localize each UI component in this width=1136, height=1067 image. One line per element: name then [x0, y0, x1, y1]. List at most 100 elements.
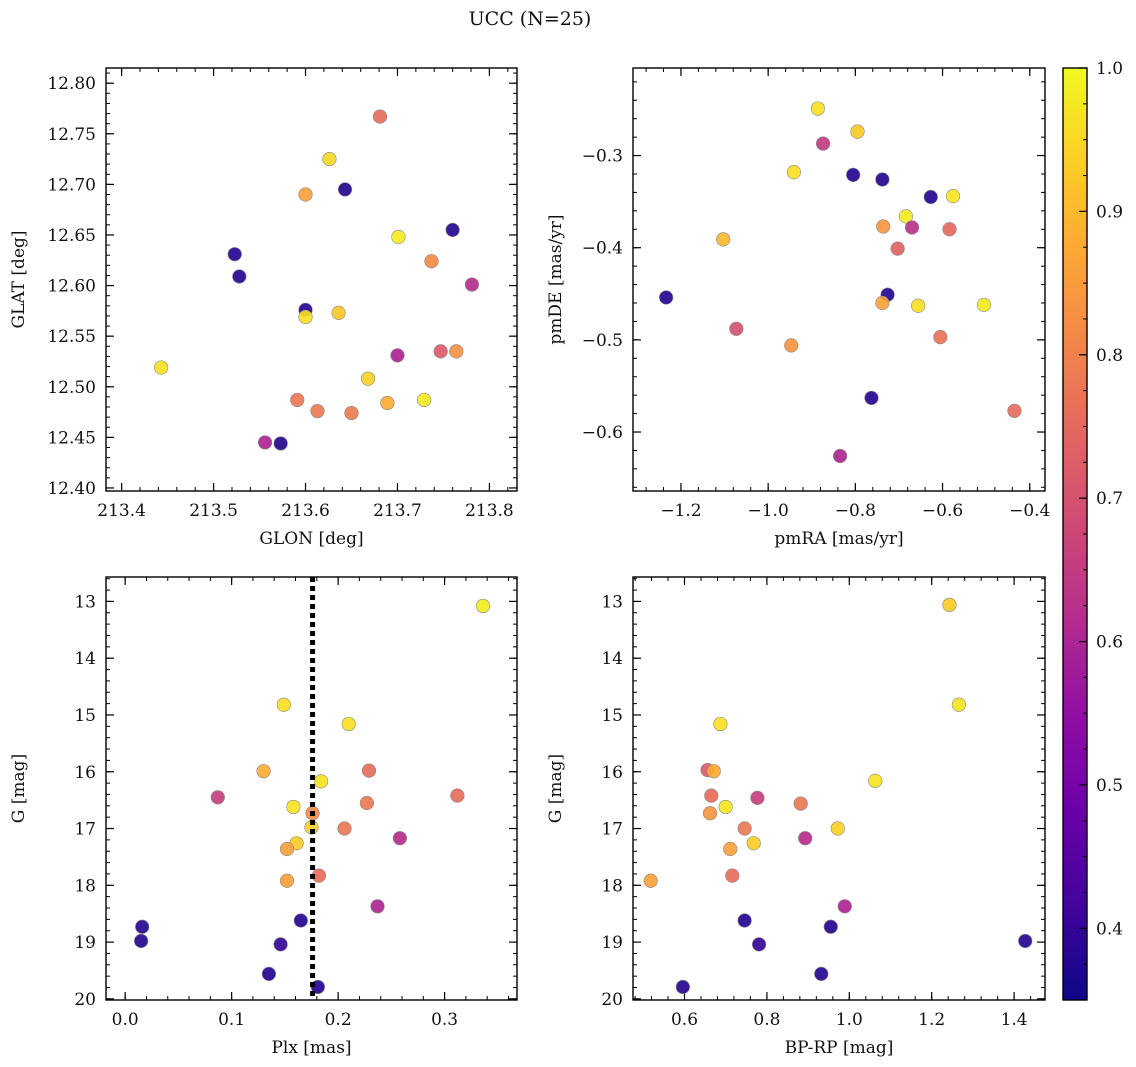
axes-frame	[105, 576, 518, 1001]
y-tick-label: 17	[601, 820, 623, 840]
scatter-point	[331, 305, 346, 320]
scatter-point	[433, 344, 448, 359]
y-axis-label: pmDE [mas/yr]	[546, 214, 566, 344]
y-tick-label: 12.80	[47, 74, 96, 94]
x-tick-label: 213.6	[281, 501, 330, 521]
scatter-points	[154, 109, 480, 451]
scatter-point	[659, 290, 674, 305]
scatter-point	[718, 799, 733, 815]
scatter-point	[450, 788, 465, 803]
scatter-point	[298, 187, 313, 202]
scatter-point	[868, 773, 883, 788]
scatter-point	[729, 321, 744, 336]
y-tick-label: 18	[601, 876, 623, 896]
scatter-point	[864, 390, 879, 406]
scatter-point	[361, 763, 377, 778]
scatter-points	[643, 597, 1033, 995]
scatter-point	[890, 241, 905, 256]
y-tick-label: 12.75	[47, 125, 96, 145]
colorbar-tick-label: 0.7	[1096, 489, 1123, 509]
y-tick-label: 13	[74, 592, 96, 612]
y-tick-label: 19	[601, 933, 623, 953]
scatter-point	[257, 435, 273, 450]
scatter-point	[942, 597, 957, 612]
scatter-point	[341, 716, 356, 732]
colorbar-tick-label: 0.5	[1096, 776, 1123, 796]
scatter-point	[298, 309, 313, 325]
scatter-point	[464, 277, 480, 292]
scatter-point	[786, 165, 801, 180]
scatter-point	[286, 799, 301, 815]
panel-top-left: 213.4 213.5 213.6 213.7 213.8 12.40 12.45 12.50…	[9, 67, 518, 549]
scatter-point	[643, 873, 658, 888]
scatter-point	[134, 933, 149, 949]
colorbar-tick-label: 0.6	[1096, 633, 1123, 653]
scatter-point	[359, 795, 374, 811]
scatter-point	[344, 405, 359, 421]
scatter-point	[313, 774, 329, 789]
scatter-point	[904, 220, 920, 235]
scatter-point	[273, 436, 288, 451]
y-tick-label: 19	[74, 933, 96, 953]
colorbar-tick-label: 1.0	[1096, 59, 1123, 79]
x-tick-label: 0.0	[112, 1010, 139, 1030]
scatter-point	[370, 899, 385, 914]
scatter-point	[875, 172, 890, 187]
y-tick-label: 14	[74, 649, 96, 669]
scatter-point	[261, 966, 277, 981]
figure-title: UCC (N=25)	[468, 8, 592, 30]
x-tick-label: 0.3	[431, 1010, 458, 1030]
scatter-point	[449, 344, 464, 359]
x-tick-label: −1.2	[660, 501, 701, 521]
scatter-point	[942, 222, 957, 237]
scatter-point	[750, 790, 765, 805]
scatter-point	[837, 899, 852, 914]
x-tick-label: −0.6	[922, 501, 963, 521]
scatter-point	[475, 598, 491, 614]
y-axis-label: G [mag]	[9, 754, 29, 823]
scatter-point	[704, 788, 719, 803]
scatter-point	[823, 919, 838, 934]
y-tick-label: 12.60	[47, 277, 96, 297]
x-tick-label: 213.5	[189, 501, 238, 521]
scatter-point	[417, 392, 432, 408]
scatter-point	[933, 329, 948, 345]
minor-ticks	[633, 577, 1045, 1000]
y-tick-label: 16	[601, 763, 623, 783]
scatter-point	[232, 269, 247, 284]
scatter-point	[391, 229, 406, 245]
panel-bottom-right: 0.6 0.8 1.0 1.2 1.4 13 14 15 16 17 18 19 20 BP-RP [ma…	[546, 576, 1046, 1058]
y-tick-label: 12.55	[47, 327, 96, 347]
x-axis-label: pmRA [mas/yr]	[774, 529, 903, 549]
x-tick-label: 1.4	[1001, 1010, 1028, 1030]
x-tick-label: 0.8	[753, 1010, 780, 1030]
scatter-point	[723, 841, 738, 857]
y-tick-label: 16	[74, 763, 96, 783]
y-tick-label: 14	[601, 649, 623, 669]
scatter-point	[424, 254, 439, 269]
scatter-point	[798, 831, 813, 846]
scatter-point	[793, 796, 808, 811]
scatter-point	[850, 124, 865, 139]
axes-frame	[632, 576, 1046, 1001]
y-tick-label: 12.70	[47, 175, 96, 195]
scatter-point	[135, 919, 150, 934]
scatter-point	[1018, 933, 1033, 949]
y-tick-label: 15	[601, 706, 623, 726]
scatter-point	[846, 167, 861, 183]
x-tick-label: 0.6	[671, 1010, 698, 1030]
scatter-point	[322, 151, 337, 167]
scatter-point	[784, 338, 799, 353]
scatter-point	[276, 697, 291, 712]
scatter-points	[659, 101, 1022, 464]
x-axis-label: Plx [mas]	[271, 1038, 351, 1058]
scatter-point	[706, 764, 721, 779]
scatter-point	[675, 979, 690, 995]
colorbar-tick-label: 0.4	[1096, 919, 1123, 939]
scatter-point	[737, 913, 752, 928]
scatter-point	[810, 101, 825, 116]
scatter-point	[360, 371, 376, 386]
scatter-point	[293, 913, 308, 928]
scatter-point	[210, 790, 225, 805]
y-tick-label: 20	[601, 990, 623, 1010]
